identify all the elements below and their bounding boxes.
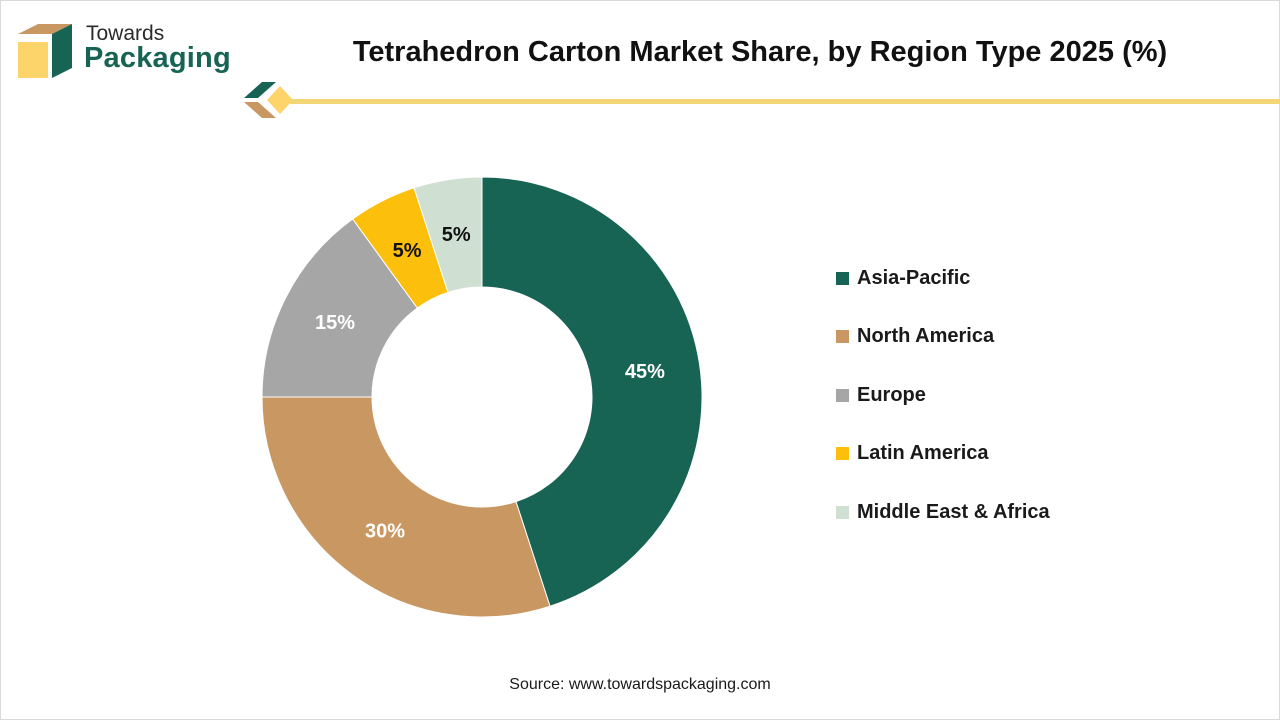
brand-name-towards: Towards: [86, 22, 165, 45]
title-underline: [290, 99, 1280, 104]
brand-logo: Towards Packaging: [16, 22, 246, 82]
data-label-asia-pacific: 45%: [625, 361, 665, 383]
data-label-middle-east-and-africa: 5%: [442, 224, 471, 246]
data-label-europe: 15%: [315, 312, 355, 334]
source-note: Source: www.towardspackaging.com: [509, 676, 771, 693]
slice-middle-east-and-africa: [413, 176, 483, 294]
slice-north-america: [261, 396, 551, 618]
legend-label-middle-east-africa: Middle East & Africa: [857, 500, 1050, 523]
legend-swatch-europe: [836, 388, 849, 402]
legend-label-latin-america: Latin America: [857, 442, 989, 464]
slice-europe: [261, 218, 419, 398]
legend-item-north-america: North America: [836, 325, 1050, 349]
chart-legend: Asia-Pacific North America Europe Latin …: [836, 266, 1050, 559]
legend-item-asia-pacific: Asia-Pacific: [836, 266, 1050, 290]
legend-item-europe: Europe: [836, 383, 1050, 407]
legend-swatch-latin-america: [836, 447, 849, 460]
slice-asia-pacific: [481, 176, 703, 607]
legend-swatch-asia-pacific: [836, 271, 849, 285]
legend-item-middle-east-africa: Middle East & Africa: [836, 500, 1050, 524]
legend-label-asia-pacific: Asia-Pacific: [857, 266, 971, 289]
brand-name-packaging: Packaging: [84, 42, 231, 74]
legend-label-europe: Europe: [857, 383, 926, 406]
decorative-diamond-icon: [244, 82, 292, 118]
chart-title: Tetrahedron Carton Market Share, by Regi…: [352, 36, 1168, 68]
data-label-latin-america: 5%: [393, 240, 422, 262]
data-label-north-america: 30%: [365, 520, 405, 542]
legend-label-north-america: North America: [857, 325, 995, 347]
box-logo-icon: [18, 24, 72, 78]
legend-swatch-north-america: [836, 330, 849, 343]
legend-item-latin-america: Latin America: [836, 442, 1050, 466]
legend-swatch-middle-east-africa: [836, 505, 849, 519]
